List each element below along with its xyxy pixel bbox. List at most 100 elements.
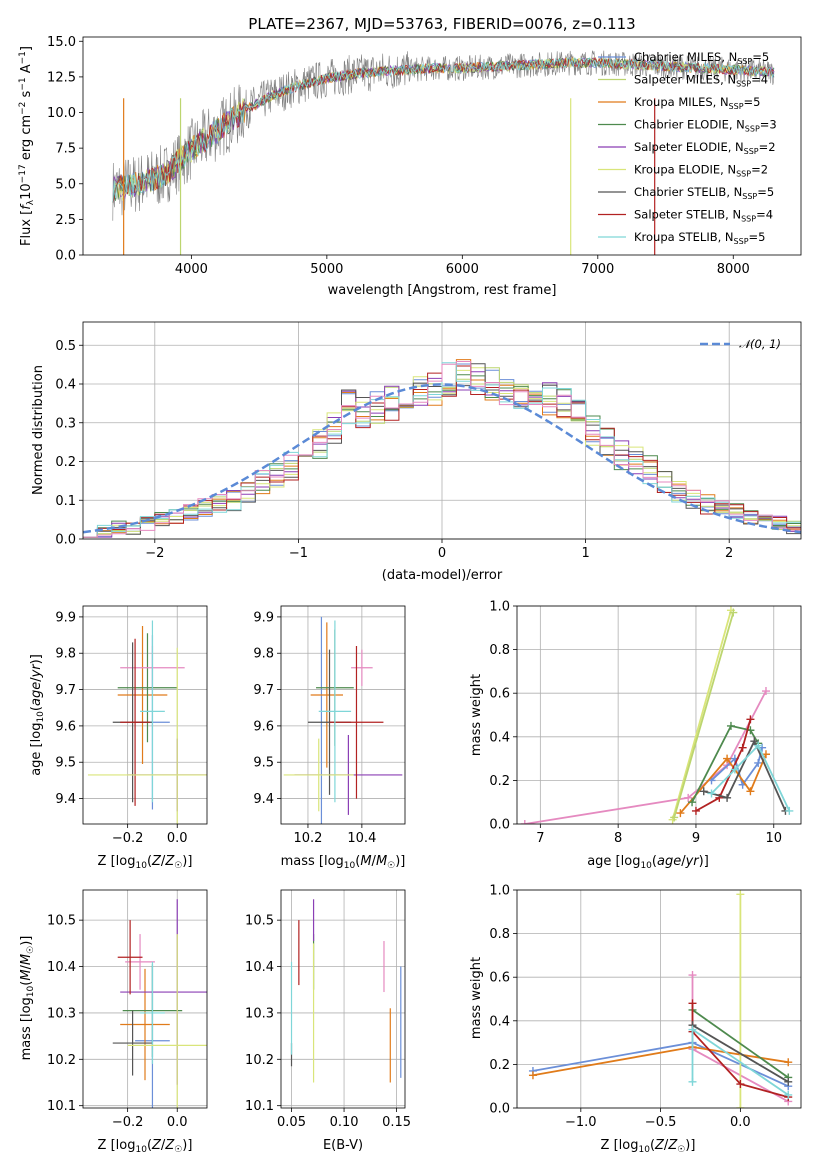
wz-ylabel: mass weight: [469, 957, 484, 1039]
wage-xticklabel-1: 8: [614, 831, 622, 846]
massz-yticklabel-3: 10.4: [47, 960, 76, 975]
agez-xticklabel-1: 0.0: [167, 831, 188, 846]
wage-yticklabel-2: 0.4: [489, 730, 510, 745]
wage-marker-6-3: [746, 715, 755, 724]
agez-yticklabel-3: 9.7: [55, 683, 76, 698]
wz-series-4: [691, 1009, 789, 1079]
legend-sub-6: SSP: [742, 192, 757, 201]
wage-series-0: [524, 690, 767, 824]
residual-ylabel: Normed distribution: [31, 365, 46, 495]
residuals-yticklabel-1: 0.1: [55, 494, 76, 509]
wage-marker-2-0: [670, 813, 679, 822]
residuals-yticklabel-2: 0.2: [55, 455, 76, 470]
agez-yticklabel-1: 9.5: [55, 756, 76, 771]
wz-marker-3-0: [736, 1104, 745, 1108]
massebv-plot: [290, 899, 402, 1083]
agez-xticklabel-0: −0.2: [112, 831, 144, 846]
wage-marker-3-3: [754, 758, 763, 767]
gaussian-reference-curve: [83, 383, 801, 534]
agez-errorbar-6: [120, 638, 150, 806]
wz-xlabel: Z [log10(Z/Z☉)]: [601, 1138, 696, 1155]
massz-plot: [112, 899, 207, 1108]
legend-rest-6: =5: [757, 185, 774, 199]
spectrum-yticklabel-2: 5.0: [55, 177, 76, 192]
massz-yticklabel-4: 10.5: [47, 914, 76, 929]
massz-yticklabel-1: 10.2: [47, 1053, 76, 1068]
wz-xticklabel-1: −0.5: [645, 1115, 677, 1130]
agez-yticklabel-0: 9.4: [55, 792, 76, 807]
residuals-xticklabel-2: 0: [438, 546, 446, 561]
agez-yticklabel-4: 9.8: [55, 647, 76, 662]
wz-marker-5-2: [736, 1080, 745, 1089]
massz-errorbar-5: [112, 1010, 153, 1076]
wz-marker-5-0: [688, 999, 697, 1008]
wage-yticklabel-5: 1.0: [489, 600, 510, 615]
wz-marker-1-0: [528, 1071, 537, 1080]
spectrum-xticklabel-4: 8000: [717, 262, 750, 277]
spectrum-yticklabel-0: 0.0: [55, 249, 76, 264]
legend-label-5: Kroupa ELODIE, NSSP=2: [634, 163, 768, 179]
residual-legend: 𝒩(0, 1): [700, 337, 781, 351]
wz-marker-7-0: [688, 1077, 697, 1086]
spectrum-panel: PLATE=2367, MJD=53763, FIBERID=0076, z=0…: [18, 15, 636, 298]
wage-marker-4-0: [676, 809, 685, 818]
spectrum-yticklabel-3: 7.5: [55, 142, 76, 157]
wz-series-5: [691, 1003, 789, 1098]
wage-marker-2-1: [729, 608, 738, 617]
spectrum-legend: Chabrier MILES, NSSP=5 Salpeter MILES, NS…: [598, 50, 777, 246]
residuals-yticklabel-0: 0.0: [55, 533, 76, 548]
spectrum-yticklabel-4: 10.0: [47, 106, 76, 121]
legend-rest-5: =2: [751, 163, 768, 177]
wage-series-8: [710, 743, 791, 812]
agemass-errorbar-8: [283, 738, 354, 812]
agez-frame: [82, 605, 208, 825]
legend-sub-4: SSP: [744, 147, 759, 156]
agemass-yticklabel-3: 9.7: [253, 683, 274, 698]
legend-sub-7: SSP: [741, 215, 756, 224]
residuals-yticklabel-4: 0.4: [55, 378, 76, 393]
legend-label-3: Chabrier ELODIE, NSSP=3: [634, 118, 777, 134]
massebv-xlabel: E(B-V): [323, 1138, 363, 1153]
massz-xticklabel-1: 0.0: [167, 1115, 188, 1130]
massebv-yticklabel-4: 10.5: [245, 914, 274, 929]
legend-rest-7: =4: [756, 208, 773, 222]
legend-sub-8: SSP: [734, 237, 749, 246]
massz-xticklabel-0: −0.2: [112, 1115, 144, 1130]
wage-plot: [520, 606, 794, 824]
spectrum-xticklabel-3: 7000: [581, 262, 614, 277]
agemass-yticklabel-5: 9.9: [253, 610, 274, 625]
spectrum-yticklabel-5: 12.5: [47, 70, 76, 85]
legend-rest-3: =3: [760, 118, 777, 132]
wz-marker-6-1: [784, 1077, 793, 1086]
agemass-frame: [280, 605, 406, 825]
residuals-xticklabel-1: −1: [289, 546, 308, 561]
agemass-yticklabel-2: 9.6: [253, 719, 274, 734]
wage-marker-7-1: [723, 793, 732, 802]
wage-series-2: [673, 612, 735, 818]
agez-xlabel: Z [log10(Z/Z☉)]: [98, 854, 193, 871]
wage-marker-5-0: [688, 798, 697, 807]
legend-sub-5: SSP: [736, 170, 751, 179]
massz-frame: [82, 889, 208, 1109]
spectrum-axes: 4000 5000 6000 7000 8000 0.0 2.5 5.0 7.5 10.0 12.5…: [47, 35, 750, 277]
wage-marker-0-1: [684, 793, 693, 802]
massebv-yticklabel-1: 10.2: [245, 1053, 274, 1068]
wz-marker-7-2: [784, 1090, 793, 1099]
massz-yticklabel-2: 10.3: [47, 1006, 76, 1021]
wage-series-1: [671, 610, 732, 820]
agemass-errorbar-6: [329, 645, 384, 799]
wage-yticklabel-4: 0.8: [489, 643, 510, 658]
spectrum-ylabel: Flux [fλ10−17 erg cm−2 s−1 A−1]: [18, 46, 36, 246]
wage-marker-8-0: [707, 789, 716, 798]
massebv-xticklabel-0: 0.05: [277, 1115, 306, 1130]
wage-marker-6-2: [738, 743, 747, 752]
agemass-errorbar-7: [318, 620, 352, 803]
wz-xticklabel-2: 0.0: [730, 1115, 751, 1130]
wage-marker-5-1: [726, 721, 735, 730]
legend-label-1: Salpeter MILES, NSSP=4: [634, 73, 768, 89]
wage-yticklabel-1: 0.2: [489, 774, 510, 789]
wage-xticklabel-2: 9: [692, 831, 700, 846]
massebv-frame: [280, 889, 406, 1109]
spectrum-title: PLATE=2367, MJD=53763, FIBERID=0076, z=0…: [248, 15, 635, 33]
legend-rest-0: =5: [752, 50, 769, 64]
